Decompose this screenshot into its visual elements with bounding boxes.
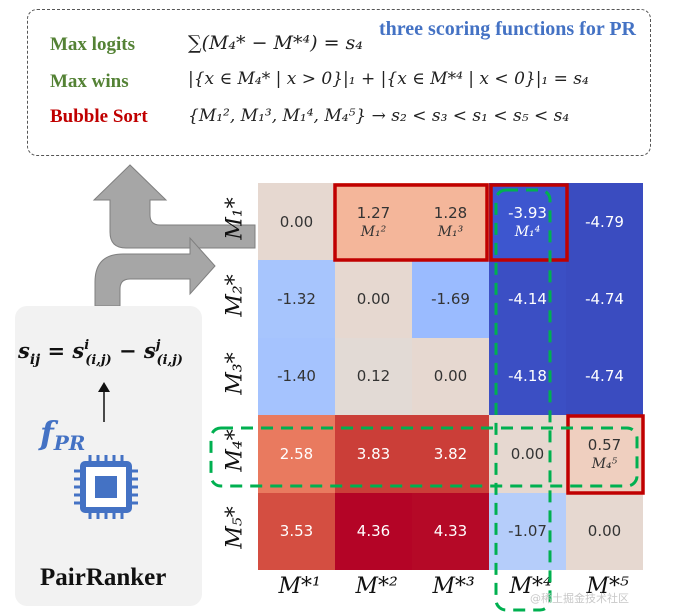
matrix-cell: 0.57 M₄⁵ — [566, 415, 643, 493]
row-label: M₃* — [222, 351, 248, 395]
matrix-cell: 2.58 — [258, 415, 335, 493]
cell-value: -1.32 — [277, 290, 316, 309]
cell-value: -3.93 — [508, 203, 547, 222]
matrix-cell: 0.00 — [489, 415, 566, 493]
cell-value: 0.00 — [587, 522, 622, 541]
matrix-cell: -1.40 — [258, 337, 335, 416]
matrix-cell: -4.74 — [566, 260, 643, 338]
column-label: M*² — [355, 574, 398, 599]
cell-value: 4.33 — [433, 522, 468, 541]
matrix-cell: -4.74 — [566, 337, 643, 416]
max-wins-label: Max wins — [50, 71, 129, 92]
cell-value: 0.00 — [433, 367, 468, 386]
scoring-functions-heading: three scoring functions for PR — [378, 18, 636, 40]
matrix-cell: -4.79 — [566, 183, 643, 261]
max-logits-label: Max logits — [50, 34, 135, 55]
watermark: @稀土掘金技术社区 — [530, 592, 629, 605]
matrix-cell: 1.27 M₁² — [335, 183, 412, 261]
matrix-cell: 3.83 — [335, 415, 412, 493]
column-label: M*¹ — [278, 574, 321, 599]
arrow-to-scoring-panel — [92, 164, 256, 249]
cell-value: 0.00 — [356, 290, 391, 309]
matrix-cell: 0.12 — [335, 337, 412, 416]
matrix-cell: -1.32 — [258, 260, 335, 338]
matrix-cell: -4.18 — [489, 337, 566, 416]
matrix-cell: 4.33 — [412, 492, 489, 570]
arrow-to-matrix — [94, 236, 216, 307]
matrix-cell: 3.82 — [412, 415, 489, 493]
matrix-cell: -1.07 — [489, 492, 566, 570]
cell-value: -4.74 — [585, 290, 624, 309]
cell-value: -4.18 — [508, 367, 547, 386]
bubble-sort-label: Bubble Sort — [50, 106, 148, 127]
cell-sublabel: M₄⁵ — [591, 455, 618, 472]
cell-value: 3.82 — [433, 444, 468, 463]
matrix-cell: 3.53 — [258, 492, 335, 570]
max-wins-formula: |{x ∈ M₄* | x > 0}|₁ + |{x ∈ M*⁴ | x < 0… — [188, 69, 589, 89]
cell-value: -4.14 — [508, 290, 547, 309]
matrix-cell: 1.28 M₁³ — [412, 183, 489, 261]
matrix-cell: 0.00 — [566, 492, 643, 570]
cell-value: -4.74 — [585, 367, 624, 386]
bubble-sort-formula: {M₁², M₁³, M₁⁴, M₄⁵} → s₂ < s₃ < s₁ < s₅… — [188, 106, 570, 126]
pairranker-label: PairRanker — [40, 564, 167, 591]
cell-value: 2.58 — [279, 444, 314, 463]
matrix-cell: -1.69 — [412, 260, 489, 338]
cell-sublabel: M₁³ — [437, 223, 464, 240]
scoring-functions-panel: three scoring functions for PR Max logit… — [27, 9, 651, 156]
comparison-matrix: 0.00 1.27 M₁² 1.28 M₁³ -3.93 M₁⁴ -4.79 -1.32 0.00… — [258, 183, 643, 570]
matrix-cell: 0.00 — [412, 337, 489, 416]
row-label: M₁* — [222, 197, 248, 240]
pairranker-panel — [15, 306, 202, 606]
row-label: M₄* — [222, 429, 248, 472]
matrix-cell: 0.00 — [335, 260, 412, 338]
matrix-cell: 0.00 — [258, 183, 335, 261]
cell-value: 0.12 — [356, 367, 391, 386]
row-label: M₂* — [222, 274, 248, 317]
column-label: M*³ — [432, 574, 475, 599]
cell-value: -1.40 — [277, 367, 316, 386]
max-logits-formula: ∑(M₄* − M*⁴) = s₄ — [188, 32, 363, 54]
cell-sublabel: M₁² — [360, 223, 387, 240]
cell-value: 1.28 — [433, 203, 468, 222]
cell-value: 0.00 — [510, 444, 545, 463]
cell-value: 0.00 — [279, 212, 314, 231]
cell-value: -1.07 — [508, 522, 547, 541]
cell-value: 0.57 — [587, 435, 622, 454]
matrix-cell: 4.36 — [335, 492, 412, 570]
cell-value: 3.83 — [356, 444, 391, 463]
cell-value: -4.79 — [585, 212, 624, 231]
cell-value: 4.36 — [356, 522, 391, 541]
matrix-cell: -4.14 — [489, 260, 566, 338]
column-label: M*⁵ — [586, 574, 629, 599]
row-label: M₅* — [222, 506, 248, 549]
cell-sublabel: M₁⁴ — [514, 223, 541, 240]
cell-value: -1.69 — [431, 290, 470, 309]
matrix-cell: -3.93 M₁⁴ — [489, 183, 566, 261]
cell-value: 3.53 — [279, 522, 314, 541]
cell-value: 1.27 — [356, 203, 391, 222]
